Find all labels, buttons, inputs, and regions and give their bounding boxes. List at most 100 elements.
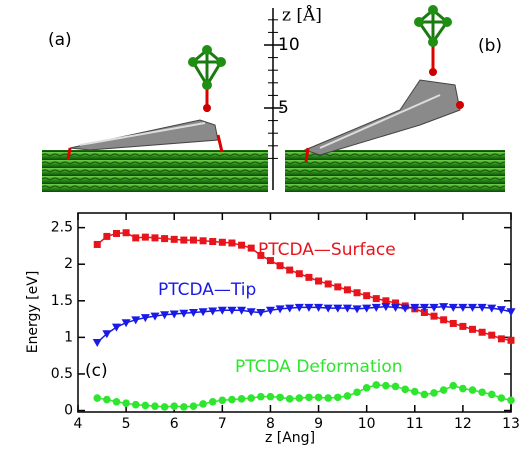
series-label: PTCDA Deformation: [235, 357, 403, 377]
marker: [342, 304, 352, 313]
marker: [305, 393, 313, 402]
marker: [439, 386, 448, 394]
marker: [305, 273, 313, 281]
marker: [199, 237, 207, 245]
marker: [276, 393, 284, 402]
marker: [257, 251, 265, 259]
marker: [131, 316, 141, 325]
marker: [333, 304, 343, 313]
marker: [487, 390, 496, 399]
x-tick-label: 5: [122, 416, 131, 432]
x-tick-label: 11: [406, 416, 424, 432]
marker: [286, 266, 294, 274]
y-tick-label: 1: [64, 329, 73, 345]
marker: [209, 238, 217, 246]
marker: [92, 338, 102, 347]
marker: [381, 303, 391, 312]
marker: [103, 232, 111, 240]
marker: [507, 336, 515, 344]
marker: [477, 303, 487, 312]
marker: [218, 396, 227, 405]
marker: [372, 295, 380, 303]
marker: [353, 289, 361, 297]
marker: [507, 396, 515, 405]
marker: [141, 233, 149, 241]
marker: [275, 305, 285, 314]
marker: [334, 393, 342, 402]
marker: [140, 314, 150, 323]
y-tick-label: 0: [64, 403, 73, 419]
y-tick-label: 0.5: [51, 366, 73, 382]
marker: [314, 393, 323, 402]
marker: [122, 229, 130, 237]
marker: [324, 280, 332, 288]
marker: [458, 303, 468, 312]
scale-tick-label: 10: [278, 35, 300, 55]
marker: [180, 403, 188, 411]
series-line: [96, 305, 512, 344]
marker: [285, 304, 295, 313]
marker: [400, 304, 410, 313]
marker: [247, 394, 255, 402]
marker: [179, 309, 189, 318]
marker: [382, 297, 390, 305]
marker: [343, 286, 351, 294]
scale-label: z [Å]: [282, 5, 322, 26]
marker: [410, 303, 420, 312]
marker: [150, 312, 160, 321]
panel-label: (c): [85, 361, 108, 381]
panel-b-image: [285, 5, 505, 192]
marker: [401, 385, 409, 394]
marker: [160, 403, 169, 411]
marker: [420, 309, 428, 316]
marker: [276, 262, 284, 270]
marker: [419, 303, 429, 312]
marker: [448, 303, 458, 312]
marker: [170, 235, 178, 243]
series-label: PTCDA—Surface: [258, 240, 396, 260]
x-tick-label: 6: [170, 416, 179, 432]
x-tick-label: 7: [218, 416, 227, 432]
marker: [468, 386, 477, 394]
x-tick-label: 13: [502, 416, 520, 432]
x-tick-label: 10: [358, 416, 376, 432]
marker: [391, 382, 400, 391]
marker: [246, 308, 256, 317]
series-label: PTCDA—Tip: [158, 280, 256, 300]
marker: [323, 304, 333, 313]
marker: [371, 303, 381, 312]
marker: [169, 310, 179, 319]
marker: [304, 303, 314, 312]
panel-a-image: [42, 45, 268, 192]
marker: [478, 388, 486, 397]
panel-label: (a): [48, 30, 72, 50]
marker: [266, 392, 275, 401]
marker: [459, 384, 467, 393]
marker: [449, 319, 457, 327]
marker: [170, 402, 179, 410]
marker: [228, 239, 236, 247]
marker: [188, 309, 198, 317]
marker: [372, 381, 381, 389]
marker: [218, 238, 226, 246]
marker: [237, 395, 246, 403]
marker: [420, 390, 429, 399]
marker: [160, 311, 170, 320]
marker: [392, 299, 400, 307]
marker: [324, 394, 332, 402]
marker: [132, 234, 140, 242]
marker: [256, 309, 266, 317]
marker: [295, 394, 304, 402]
marker: [487, 304, 497, 313]
marker: [189, 402, 198, 410]
marker: [121, 319, 131, 328]
y-tick-label: 1.5: [51, 293, 73, 309]
marker: [151, 234, 159, 242]
marker: [352, 305, 362, 314]
x-tick-label: 12: [454, 416, 472, 432]
marker: [266, 257, 274, 265]
marker: [93, 240, 101, 248]
marker: [488, 331, 496, 339]
marker: [295, 270, 303, 278]
